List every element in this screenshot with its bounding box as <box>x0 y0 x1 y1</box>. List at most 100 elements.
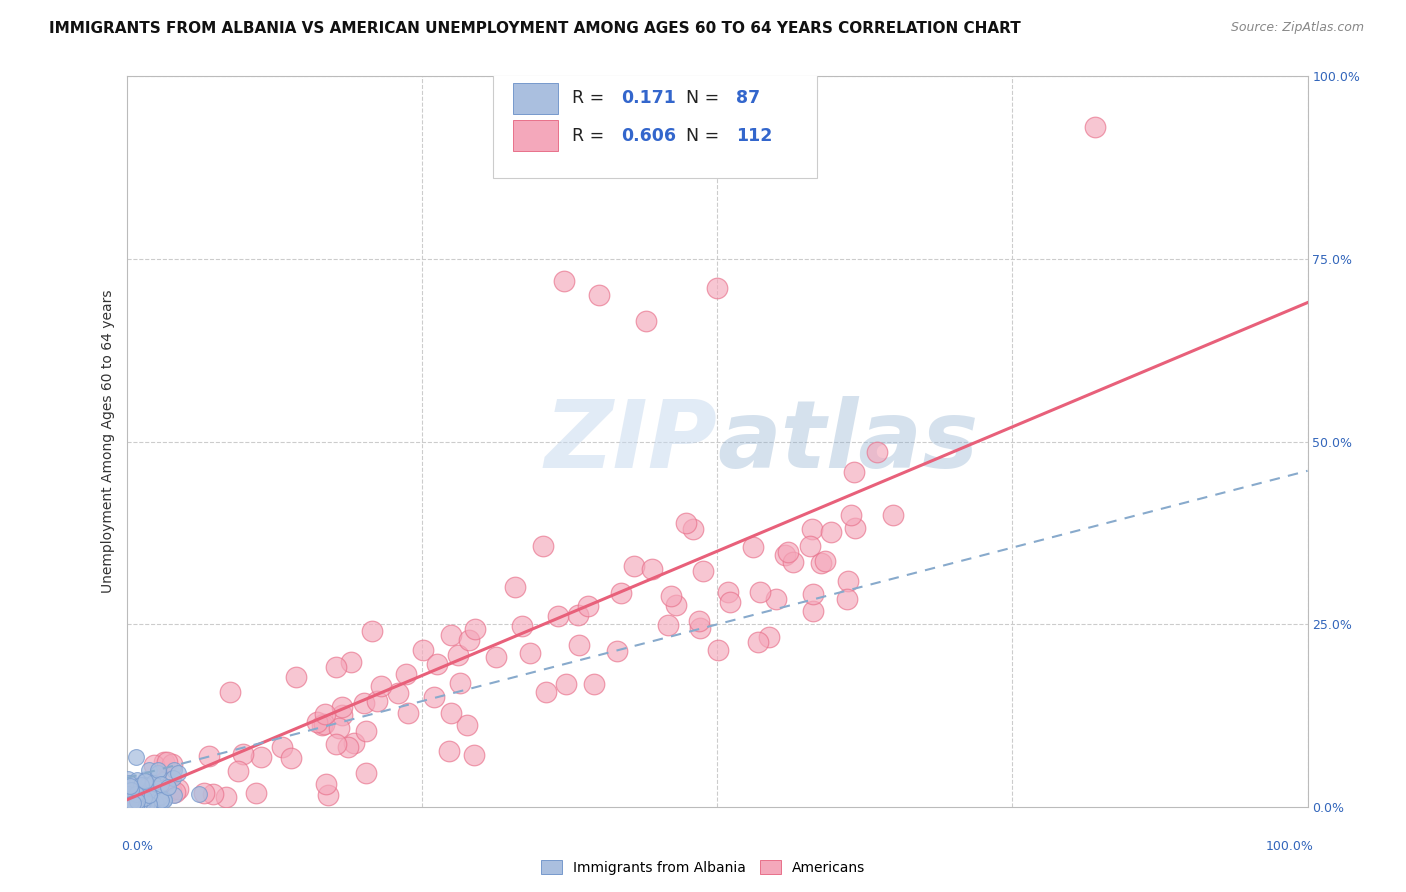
Text: 87: 87 <box>735 89 761 108</box>
Point <box>531 539 554 553</box>
Point <box>588 288 610 302</box>
Point <box>426 657 449 672</box>
Point <box>340 656 363 670</box>
Point <box>117 793 139 807</box>
Point <box>688 614 710 628</box>
Point <box>758 630 780 644</box>
Point <box>165 784 187 798</box>
Point <box>134 791 156 805</box>
Point <box>801 587 824 601</box>
Point <box>136 797 159 811</box>
Point <box>125 791 148 805</box>
Point <box>706 281 728 295</box>
Point <box>125 798 148 813</box>
Text: Source: ZipAtlas.com: Source: ZipAtlas.com <box>1230 21 1364 34</box>
Point <box>138 786 160 800</box>
Point <box>219 685 242 699</box>
Point <box>125 797 148 812</box>
Point <box>519 646 541 660</box>
Point <box>132 793 155 807</box>
Text: 0.606: 0.606 <box>621 127 676 145</box>
Point <box>148 766 170 780</box>
Point <box>135 772 157 786</box>
Point <box>131 798 153 813</box>
Point <box>149 789 172 804</box>
Point <box>311 718 333 732</box>
Point <box>128 778 150 792</box>
Point <box>353 696 375 710</box>
Point <box>449 676 471 690</box>
Point <box>485 650 508 665</box>
Point <box>457 633 479 648</box>
Point <box>412 642 434 657</box>
Point <box>138 797 160 812</box>
Point <box>636 314 658 328</box>
Point <box>125 787 148 801</box>
Point <box>132 795 155 809</box>
Point <box>121 786 143 800</box>
Point <box>692 564 714 578</box>
Point <box>328 721 350 735</box>
Point <box>314 717 336 731</box>
Point <box>810 556 832 570</box>
Point <box>675 516 697 530</box>
Point <box>124 797 146 811</box>
Point <box>555 677 578 691</box>
Point <box>583 677 606 691</box>
Point <box>307 715 329 730</box>
Point <box>135 779 157 793</box>
Point <box>166 766 188 780</box>
Point <box>749 585 772 599</box>
Point <box>120 779 142 793</box>
Point <box>547 608 569 623</box>
Point <box>226 764 249 779</box>
Point <box>215 790 238 805</box>
Point <box>122 789 145 804</box>
Point <box>122 797 145 811</box>
Point <box>125 784 148 798</box>
Point <box>139 795 162 809</box>
Point <box>325 660 347 674</box>
Point <box>153 792 176 806</box>
Point <box>640 562 662 576</box>
Point <box>623 558 645 573</box>
Point <box>464 622 486 636</box>
Point <box>536 684 558 698</box>
Text: 0.171: 0.171 <box>621 89 676 108</box>
Point <box>117 792 139 806</box>
Point <box>567 608 589 623</box>
Point <box>370 679 392 693</box>
Point <box>118 799 141 814</box>
Point <box>117 789 139 804</box>
Point <box>156 780 179 794</box>
Point <box>314 706 336 721</box>
Text: 100.0%: 100.0% <box>1265 840 1313 853</box>
Point <box>127 772 149 787</box>
Point <box>800 522 823 536</box>
Point <box>118 799 141 814</box>
Point <box>576 599 599 613</box>
Point <box>568 639 591 653</box>
Point <box>127 794 149 808</box>
Point <box>395 667 418 681</box>
Point <box>332 700 354 714</box>
Point <box>198 748 221 763</box>
Point <box>778 544 800 558</box>
Point <box>330 707 353 722</box>
Point <box>280 751 302 765</box>
Point <box>125 799 148 814</box>
Point <box>773 548 796 562</box>
Point <box>122 797 145 812</box>
Point <box>315 777 337 791</box>
Point <box>143 757 166 772</box>
Point <box>742 541 765 555</box>
Point <box>117 797 139 812</box>
Point <box>149 793 172 807</box>
Text: N =: N = <box>686 127 725 145</box>
Point <box>124 785 146 799</box>
Point <box>134 786 156 800</box>
Point <box>127 793 149 807</box>
Point <box>803 604 825 618</box>
Point <box>121 796 143 810</box>
Point <box>127 798 149 813</box>
